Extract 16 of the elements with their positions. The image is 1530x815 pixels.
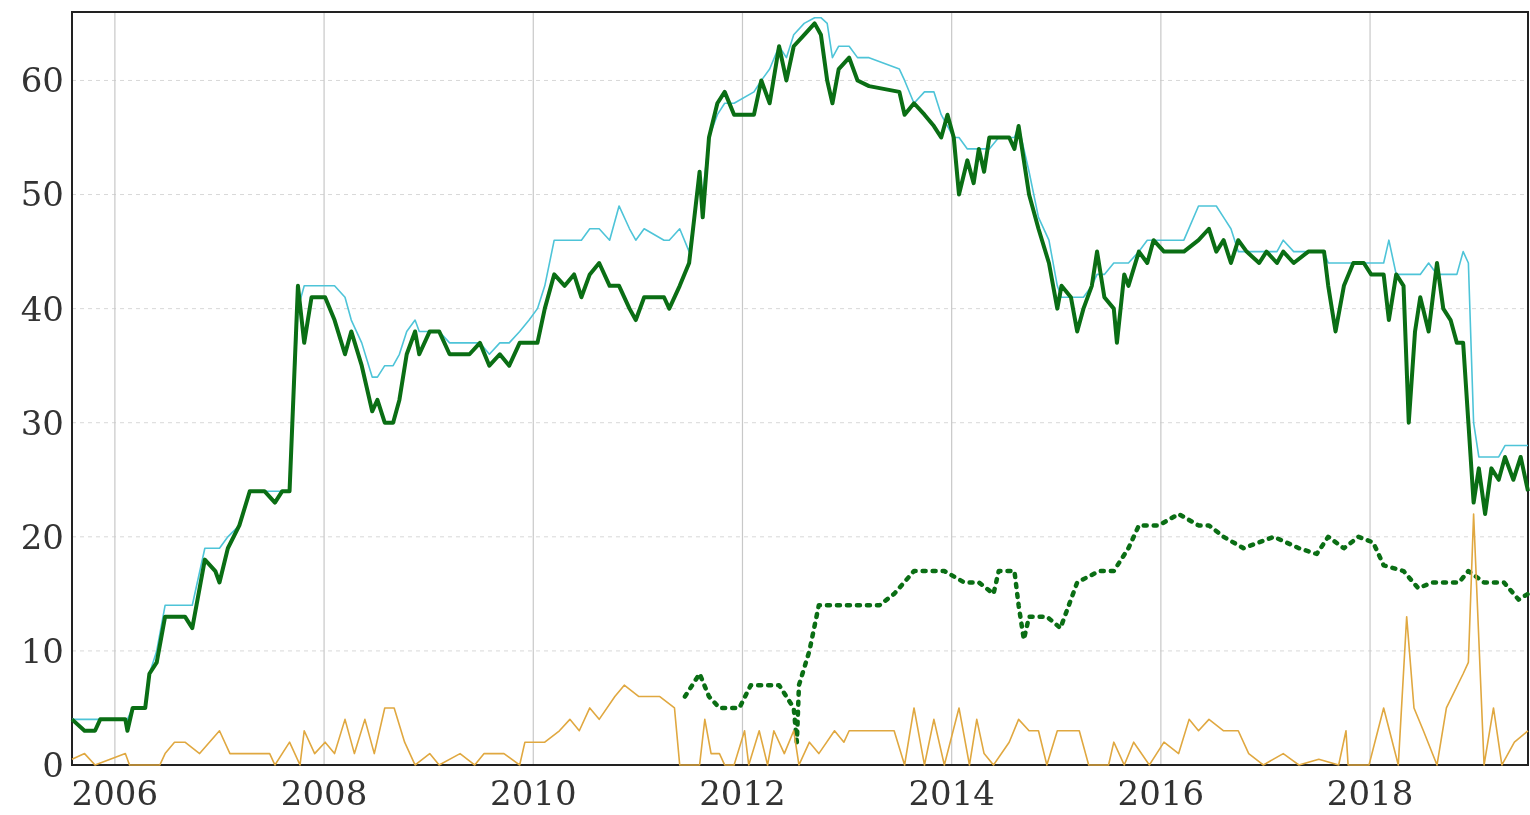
y-tick-label: 50 bbox=[20, 174, 64, 215]
x-tick-label: 2012 bbox=[699, 773, 786, 813]
y-tick-label: 10 bbox=[20, 630, 64, 671]
x-tick-label: 2008 bbox=[280, 773, 368, 813]
y-tick-label: 40 bbox=[20, 288, 64, 329]
x-tick-label: 2006 bbox=[71, 773, 159, 813]
y-tick-label: 30 bbox=[20, 402, 64, 443]
y-tick-label: 0 bbox=[42, 744, 64, 785]
line-series bbox=[71, 513, 1529, 766]
x-tick-label: 2016 bbox=[1117, 773, 1205, 813]
x-tick-label: 2014 bbox=[908, 773, 995, 813]
x-tick-label: 2018 bbox=[1326, 773, 1414, 813]
x-tick-label: 2010 bbox=[490, 773, 577, 813]
line-series bbox=[682, 511, 1530, 745]
y-tick-label: 60 bbox=[20, 60, 64, 101]
y-tick-label: 20 bbox=[20, 516, 64, 557]
